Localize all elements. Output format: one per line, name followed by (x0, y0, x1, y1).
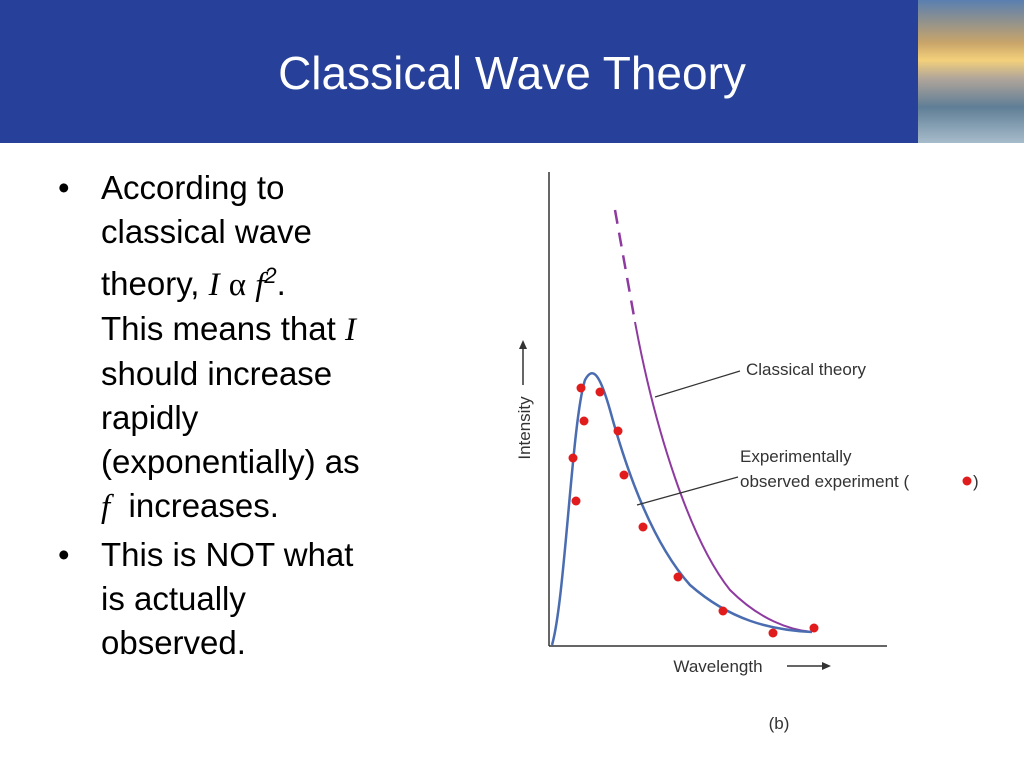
y-axis-label: Intensity (515, 396, 534, 460)
classical-label: Classical theory (746, 360, 866, 379)
text: rapidly (101, 399, 199, 436)
header-image (918, 0, 1024, 143)
bullet: • This is NOT what is actually observed. (58, 536, 354, 661)
text: (exponentially) as (101, 443, 360, 480)
slide-title: Classical Wave Theory (278, 47, 746, 99)
exponent: 2 (264, 263, 277, 288)
text: . (276, 265, 286, 302)
leader-line (636, 476, 739, 506)
symbol: f (255, 267, 265, 303)
legend-dot (962, 476, 972, 486)
bullet-list: • According to classical wave theory, I … (58, 166, 360, 669)
text: theory, (101, 265, 200, 302)
text: is actually (101, 580, 246, 617)
x-axis-label: Wavelength (673, 657, 762, 676)
experiment-label: Experimentally (740, 447, 852, 466)
experiment-label: ) (973, 472, 979, 491)
text: increases. (128, 487, 279, 524)
symbol: f (101, 489, 111, 525)
data-points (568, 383, 819, 638)
caption: (b) (769, 714, 790, 733)
text: classical wave (101, 213, 312, 250)
text: According to (101, 169, 285, 206)
arrow-head (822, 662, 831, 670)
classical-curve (634, 321, 813, 633)
symbol: I (208, 267, 220, 303)
text: This means that (101, 310, 336, 347)
classical-dashed (613, 209, 637, 323)
symbol: I (344, 312, 356, 348)
bullet: • According to classical wave theory, I … (58, 169, 360, 525)
symbol: α (228, 267, 247, 303)
arrow-head (519, 340, 527, 349)
experiment-label: observed experiment ( (740, 472, 909, 491)
experimental-curve (550, 372, 813, 646)
leader-line (654, 370, 741, 398)
text: should increase (101, 355, 333, 392)
header (0, 0, 1024, 143)
text: This is NOT what (101, 536, 354, 573)
text: observed. (101, 624, 246, 661)
